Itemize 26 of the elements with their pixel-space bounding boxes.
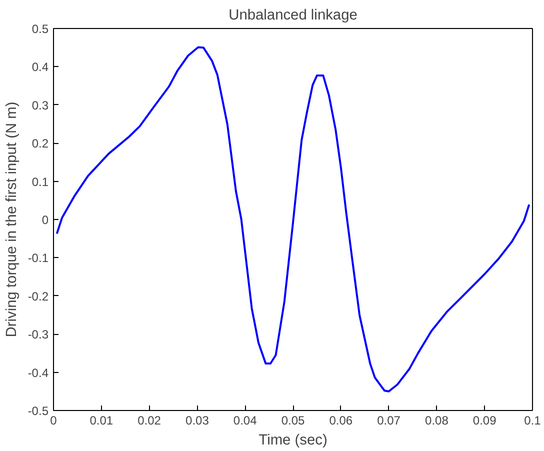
y-tick-label: 0.1 xyxy=(32,174,49,189)
x-tick-label: 0.02 xyxy=(138,414,162,428)
y-tick-label: -0.2 xyxy=(28,289,49,304)
x-tick-label: 0.04 xyxy=(233,414,258,428)
y-tick-label: 0.2 xyxy=(32,136,49,151)
x-axis-title: Time (sec) xyxy=(258,432,328,448)
y-tick-label: -0.3 xyxy=(28,328,49,342)
x-tick-label: 0.08 xyxy=(425,414,449,428)
y-tick-label: -0.5 xyxy=(28,404,49,418)
y-tick-label: 0.4 xyxy=(32,60,49,74)
line-series xyxy=(56,46,530,392)
y-tick-label: 0.5 xyxy=(32,22,49,36)
x-tick-label: 0.05 xyxy=(281,414,306,428)
y-tick-label: 0.3 xyxy=(32,98,49,112)
chart-title: Unbalanced linkage xyxy=(228,8,358,24)
x-tick-label: 0.09 xyxy=(472,414,497,428)
y-axis-title: Driving torque in the first input (N m) xyxy=(4,102,20,338)
x-tick-label: 0.03 xyxy=(186,414,210,428)
x-tick-label: 0.07 xyxy=(377,414,401,428)
y-tick-label: 0 xyxy=(42,213,49,227)
y-tick-label: -0.4 xyxy=(28,366,49,380)
x-tick-label: 0.1 xyxy=(524,414,542,428)
x-tick-label: 0.01 xyxy=(90,414,114,428)
y-tick-label: -0.1 xyxy=(28,251,49,266)
x-tick-label: 0 xyxy=(50,414,58,428)
x-tick-label: 0.06 xyxy=(329,414,353,428)
